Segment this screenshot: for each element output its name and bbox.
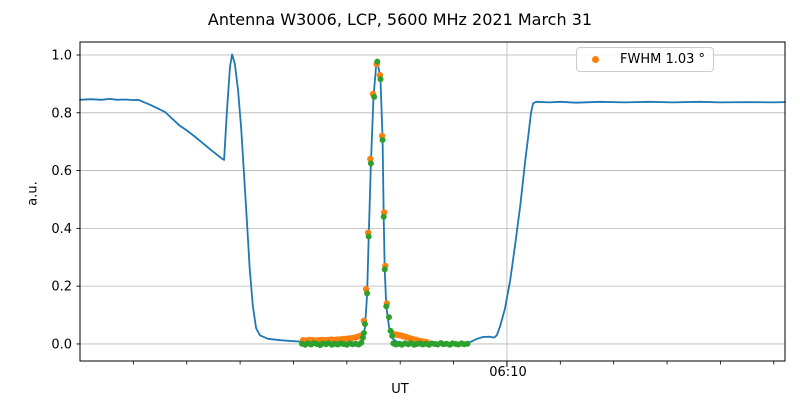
y-tick-label: 0.2 bbox=[51, 280, 72, 295]
series-measured-data-samples-point bbox=[377, 76, 384, 83]
chart-title: Antenna W3006, LCP, 5600 MHz 2021 March … bbox=[207, 10, 593, 29]
series-measured-data-samples-point bbox=[464, 340, 471, 347]
series-measured-data-samples-point bbox=[359, 334, 366, 341]
series-measured-data-samples-point bbox=[380, 213, 387, 220]
y-tick-label: 0.6 bbox=[51, 164, 72, 179]
x-axis-label: UT bbox=[391, 382, 409, 397]
series-measured-data-samples-point bbox=[364, 290, 371, 297]
series-measured-data-samples-point bbox=[371, 93, 378, 100]
legend-marker-icon bbox=[592, 56, 599, 63]
series-measured-data-samples-point bbox=[386, 314, 392, 321]
series-measured-data-samples-point bbox=[365, 233, 372, 240]
series-measured-data-samples-point bbox=[374, 58, 381, 65]
y-tick-label: 0.4 bbox=[51, 222, 72, 237]
series-measured-data-samples-point bbox=[358, 339, 365, 346]
series-measured-data-samples-point bbox=[381, 266, 388, 273]
series-measured-data-samples-point bbox=[362, 321, 368, 327]
legend-label: FWHM 1.03 ° bbox=[620, 52, 706, 67]
series-measured-data-samples-point bbox=[360, 330, 367, 336]
y-tick-label: 0.0 bbox=[51, 337, 72, 352]
legend-box: FWHM 1.03 ° bbox=[576, 47, 714, 72]
series-measured-data-samples-point bbox=[387, 327, 394, 334]
series-measured-data-samples-point bbox=[383, 303, 390, 310]
series-measured-data-samples-point bbox=[367, 160, 374, 167]
x-major-tick-label: 06:10 bbox=[489, 365, 527, 380]
series-measured-data-samples-point bbox=[389, 332, 396, 339]
series-measured-data-samples-point bbox=[379, 137, 386, 143]
y-tick-label: 0.8 bbox=[51, 106, 72, 121]
plot-border bbox=[79, 41, 786, 362]
series-antenna-signal bbox=[79, 53, 786, 345]
y-tick-label: 1.0 bbox=[51, 49, 72, 64]
y-axis-label: a.u. bbox=[25, 181, 41, 206]
